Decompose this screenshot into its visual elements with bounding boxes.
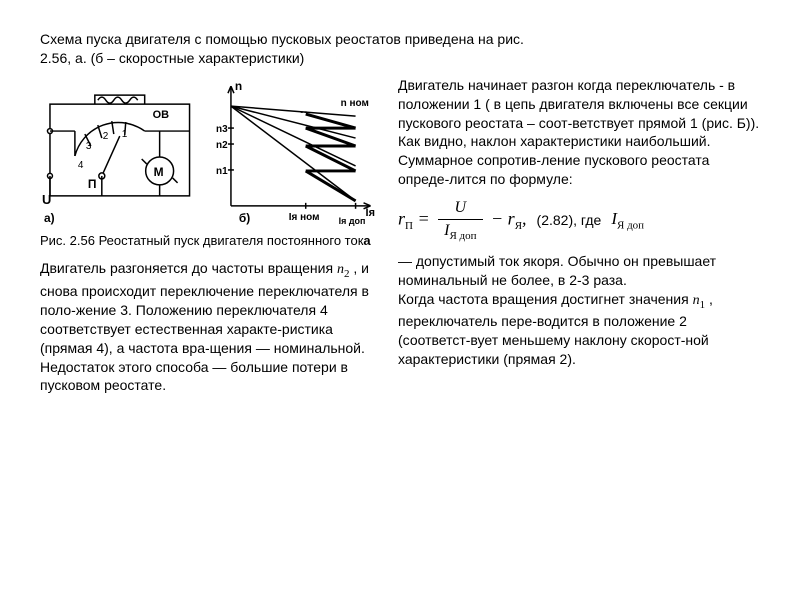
right-para-2: — допустимый ток якоря. Обычно он превыш… [398,252,760,290]
num-2: 2 [103,131,109,142]
num-1: 1 [122,129,128,140]
ix-dop: Iя доп [338,216,365,226]
ov-label: ОВ [153,109,170,121]
m-label: М [154,165,164,179]
eq-number: (2.82), где [537,211,602,230]
n2-label: n2 [215,140,227,151]
n1-label: n1 [215,166,227,177]
right-column: Двигатель начинает разгон когда переключ… [398,76,760,396]
circuit-diagram-a: ОВ U 4 3 2 1 П [40,76,205,226]
left-paragraph: Двигатель разгоняется до частоты вращени… [40,259,380,395]
n-nom-label: n ном [340,98,368,109]
formula: rП = U IЯ доп − rЯ, [398,197,527,244]
caption-text: Рис. 2.56 Реостатный пуск двигателя пост… [40,233,363,248]
a-label: а) [44,211,55,225]
b-label: б) [238,211,249,225]
n-axis-label: n [234,79,241,93]
two-columns: ОВ U 4 3 2 1 П [40,76,760,396]
num-4: 4 [78,160,84,171]
title-block: Схема пуска двигателя с помощью пусковых… [40,30,760,68]
ix-label: Iя [365,207,374,219]
ix-nom: Iя ном [288,212,319,223]
title-line-1: Схема пуска двигателя с помощью пусковых… [40,31,524,47]
p-label: П [88,177,97,191]
left-para-2: , и снова происходит переключение перекл… [40,260,369,393]
var-n1: n1 [693,293,706,308]
figures-row: ОВ U 4 3 2 1 П [40,76,380,226]
ivar-label: IЯ доп [611,208,644,233]
formula-row: rП = U IЯ доп − rЯ, (2.82), где IЯ доп [398,189,760,252]
title-line-2: 2.56, а. (б – скоростные характеристики) [40,50,304,66]
num-3: 3 [86,141,92,152]
left-para-1: Двигатель разгоняется до частоты вращени… [40,260,337,276]
speed-chart-b: n [211,76,381,226]
right-para-3: Когда частота вращения достигнет значени… [398,290,760,369]
caption-bold-a: а [363,233,370,248]
var-n2: n2 [337,262,350,277]
right-para-1: Двигатель начинает разгон когда переключ… [398,76,760,189]
left-column: ОВ U 4 3 2 1 П [40,76,380,396]
figure-caption: Рис. 2.56 Реостатный пуск двигателя пост… [40,232,380,250]
n3-label: n3 [215,124,227,135]
